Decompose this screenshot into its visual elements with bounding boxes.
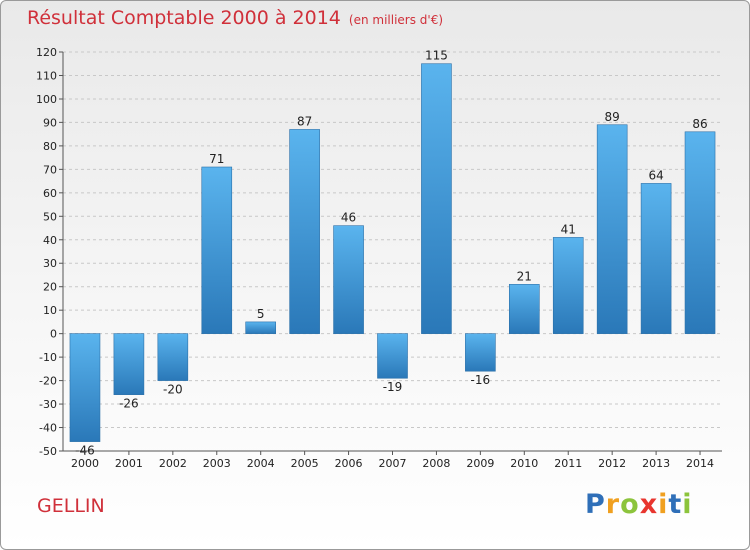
- x-tick-label: 2014: [686, 457, 714, 470]
- y-tick-label: 10: [43, 304, 57, 317]
- x-tick-label: 2007: [379, 457, 407, 470]
- y-tick-label: -10: [39, 351, 57, 364]
- data-label: -46: [75, 444, 95, 458]
- y-tick-label: 70: [43, 163, 57, 176]
- bar: [333, 225, 364, 334]
- bar: [641, 183, 672, 334]
- x-tick-label: 2006: [335, 457, 363, 470]
- y-tick-label: -40: [39, 422, 57, 435]
- y-tick-label: 80: [43, 140, 57, 153]
- y-tick-label: 20: [43, 281, 57, 294]
- data-label: 46: [341, 211, 356, 225]
- bar: [201, 167, 232, 334]
- logo-letter: i: [658, 489, 669, 520]
- bar: [685, 131, 716, 334]
- data-label: 21: [517, 269, 532, 283]
- x-tick-label: 2003: [203, 457, 231, 470]
- bar-outline: [113, 333, 145, 395]
- logo-letter: x: [639, 489, 659, 520]
- bar-outline: [69, 333, 101, 442]
- x-tick-label: 2002: [159, 457, 187, 470]
- data-label: 64: [648, 168, 663, 182]
- data-label: -16: [471, 373, 491, 387]
- y-tick-label: 50: [43, 210, 57, 223]
- chart-title: Résultat Comptable 2000 à 2014 (en millie…: [27, 7, 443, 29]
- proxiti-logo: Proxiti: [585, 489, 693, 520]
- bar-outline: [245, 321, 276, 334]
- y-tick-label: 0: [50, 328, 57, 341]
- logo-letter: r: [605, 489, 621, 520]
- data-label: 41: [561, 222, 576, 236]
- data-label: 5: [257, 307, 265, 321]
- bar-outline: [201, 166, 233, 334]
- x-tick-label: 2005: [291, 457, 319, 470]
- x-tick-label: 2008: [422, 457, 450, 470]
- data-label: 89: [605, 110, 620, 124]
- bar: [421, 63, 452, 334]
- data-label: 87: [297, 114, 312, 128]
- bar: [465, 333, 496, 372]
- x-tick-label: 2012: [598, 457, 626, 470]
- bar: [377, 333, 408, 379]
- data-label: 86: [692, 117, 707, 131]
- y-tick-label: 60: [43, 187, 57, 200]
- y-tick-label: -50: [39, 445, 57, 458]
- logo-letter: o: [620, 489, 640, 520]
- commune-name: GELLIN: [37, 495, 105, 517]
- bar-outline: [552, 237, 584, 334]
- chart-subtitle: (en milliers d'€): [348, 13, 444, 27]
- bar: [113, 333, 144, 395]
- data-label: -20: [163, 383, 183, 397]
- x-tick-label: 2004: [247, 457, 275, 470]
- bar-outline: [377, 333, 408, 379]
- bar: [157, 333, 188, 381]
- y-tick-label: -20: [39, 375, 57, 388]
- bar-outline: [596, 124, 628, 334]
- bar-outline: [421, 63, 452, 334]
- data-label: 71: [209, 152, 224, 166]
- bar: [69, 333, 100, 442]
- logo-letter: t: [668, 489, 683, 520]
- bar: [509, 284, 540, 334]
- x-tick-label: 2000: [71, 457, 99, 470]
- y-tick-label: 100: [36, 93, 57, 106]
- bar-outline: [684, 131, 716, 334]
- y-tick-label: 110: [36, 69, 57, 82]
- data-label: -26: [119, 397, 139, 411]
- bar: [553, 237, 584, 334]
- y-tick-label: 40: [43, 234, 57, 247]
- x-tick-label: 2010: [510, 457, 538, 470]
- bar-outline: [640, 183, 672, 334]
- data-label: 115: [425, 49, 448, 63]
- y-tick-label: 120: [36, 46, 57, 59]
- x-tick-label: 2011: [554, 457, 582, 470]
- y-tick-label: 90: [43, 116, 57, 129]
- y-tick-label: 30: [43, 257, 57, 270]
- bar-outline: [289, 129, 320, 334]
- x-tick-label: 2001: [115, 457, 143, 470]
- title-text: Résultat Comptable 2000 à 2014: [27, 7, 341, 29]
- logo-letter: P: [585, 489, 606, 520]
- x-tick-label: 2013: [642, 457, 670, 470]
- x-tick-label: 2009: [466, 457, 494, 470]
- data-label: -19: [383, 380, 403, 394]
- bar: [245, 321, 276, 334]
- bar-outline: [157, 333, 189, 381]
- logo-letter: i: [682, 489, 693, 520]
- y-tick-label: -30: [39, 398, 57, 411]
- bar: [289, 129, 320, 334]
- bar-outline: [465, 333, 496, 372]
- bar: [597, 124, 628, 334]
- bar-outline: [333, 225, 364, 334]
- bar-outline: [508, 284, 540, 334]
